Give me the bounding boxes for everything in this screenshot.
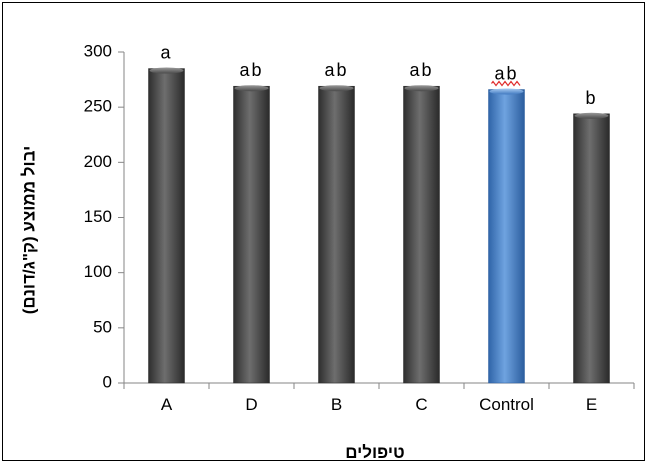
bar-cap (404, 85, 439, 92)
bar-a (148, 68, 185, 384)
y-tick-label: 0 (103, 372, 112, 391)
x-tick-label: E (586, 395, 597, 414)
x-axis-title: טיפולים (345, 443, 404, 462)
y-tick-label: 200 (84, 152, 112, 171)
y-axis-title: יבול ממוצע (ק"ג/דונם) (19, 146, 38, 315)
x-tick-label: D (245, 395, 257, 414)
y-tick-label: 250 (84, 97, 112, 116)
y-tick-label: 50 (93, 317, 112, 336)
bar-control (488, 89, 525, 384)
significance-label: ab (409, 60, 433, 80)
x-tick-label: A (161, 395, 173, 414)
bar-e (573, 113, 610, 384)
bar-cap (234, 85, 269, 92)
bar-d (233, 85, 270, 384)
bar-b (318, 85, 355, 384)
spellcheck-squiggle (491, 80, 521, 87)
bar-c (403, 85, 440, 384)
x-tick-label: C (415, 395, 427, 414)
significance-label: b (585, 88, 597, 108)
bar-cap (149, 67, 184, 74)
significance-label: a (160, 43, 172, 63)
significance-label: ab (324, 60, 348, 80)
x-tick-label: Control (479, 395, 534, 414)
y-tick-label: 300 (84, 41, 112, 60)
y-tick-label: 150 (84, 207, 112, 226)
bar-cap (319, 85, 354, 92)
bar-cap (574, 112, 609, 119)
bar-cap (489, 88, 524, 95)
y-tick-label: 100 (84, 262, 112, 281)
significance-label: ab (494, 64, 518, 84)
significance-label: ab (239, 60, 263, 80)
x-tick-label: B (331, 395, 342, 414)
